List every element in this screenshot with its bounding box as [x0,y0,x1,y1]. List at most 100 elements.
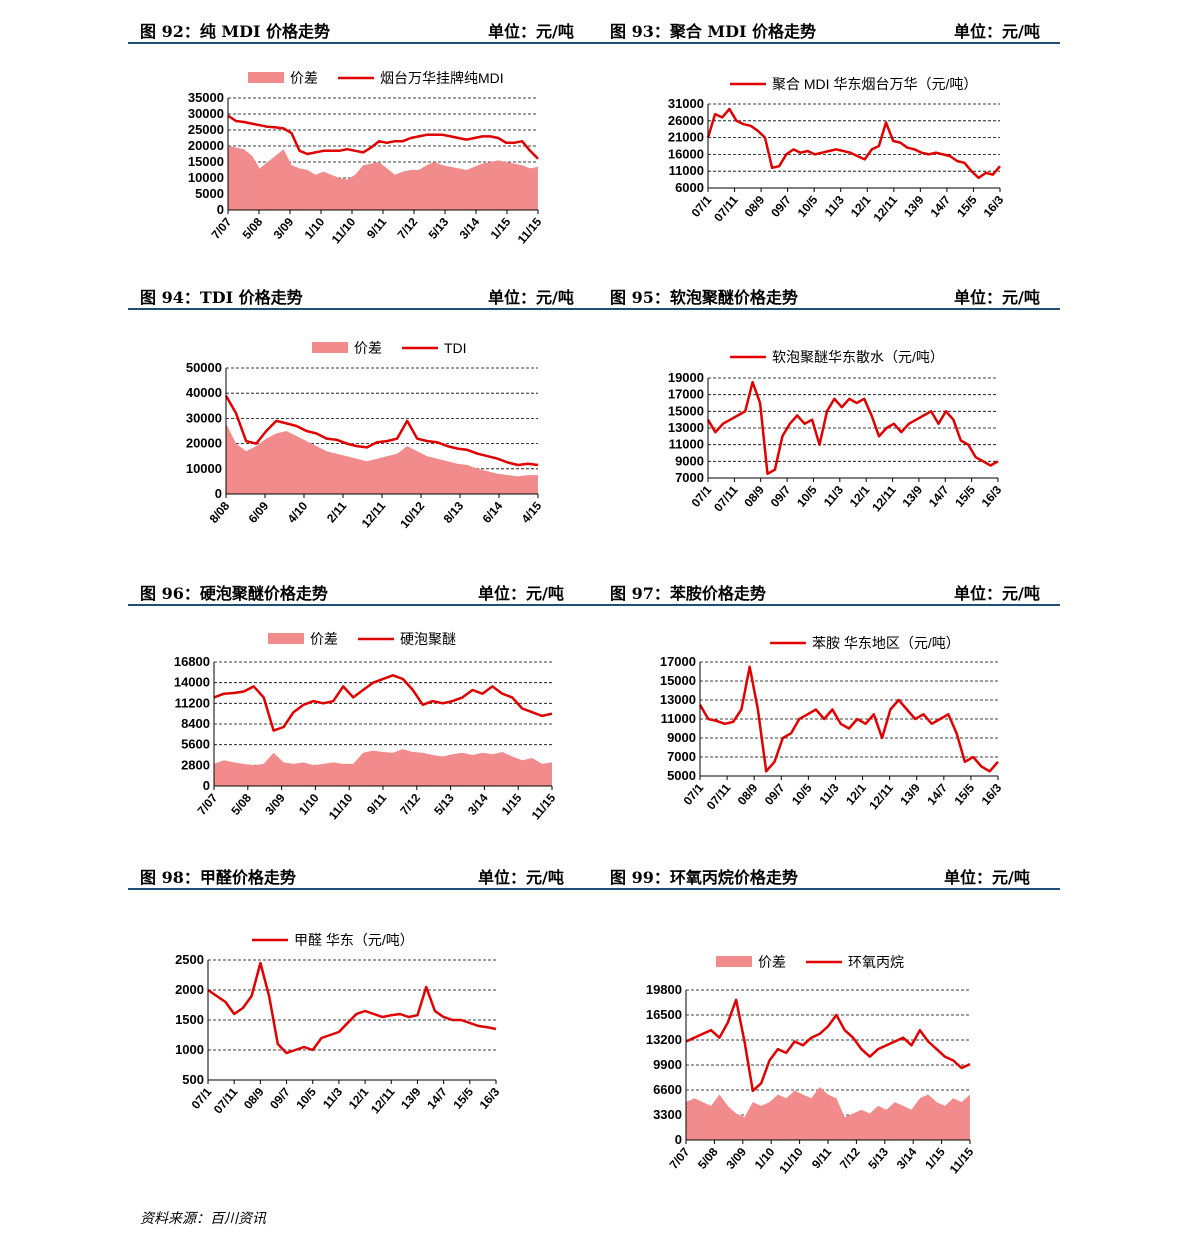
area-series-spread [228,146,538,210]
figure-title: 图 99：环氧丙烷价格走势 [610,868,798,887]
y-tick-label: 2000 [175,982,204,997]
figure-header: 图 95：软泡聚醚价格走势 单位：元/吨 [598,280,1060,310]
legend-label: 聚合 MDI 华东烟台万华（元/吨） [772,76,977,92]
x-tick-label: 11/10 [776,1145,806,1177]
figure-header: 图 94：TDI 价格走势 单位：元/吨 [128,280,598,310]
figure-unit: 单位：元/吨 [954,22,1040,41]
y-tick-label: 11000 [661,711,696,726]
y-tick-label: 15000 [668,403,704,418]
figure-unit: 单位：元/吨 [488,22,574,41]
y-tick-label: 17000 [668,387,704,402]
x-tick-label: 7/12 [837,1145,863,1172]
line-series [213,674,553,732]
figure-unit: 单位：元/吨 [478,868,564,887]
y-tick-label: 500 [182,1072,204,1087]
y-tick-label: 17000 [660,654,696,669]
legend-label: 价差 [310,631,338,647]
figure-unit: 单位：元/吨 [488,288,574,307]
y-tick-label: 30000 [188,106,224,121]
y-tick-label: 16500 [646,1007,682,1022]
line-series [706,107,1001,180]
figure-title: 图 94：TDI 价格走势 [140,288,303,307]
figure-header: 图 99：环氧丙烷价格走势 单位：元/吨 [598,860,1060,890]
y-tick-label: 16800 [174,654,210,669]
legend-label: 价差 [758,954,786,970]
figure-unit: 单位：元/吨 [944,868,1030,887]
y-tick-label: 9000 [675,453,704,468]
y-tick-label: 11200 [175,695,210,710]
legend-label: 价差 [290,70,318,86]
y-tick-label: 9900 [653,1057,682,1072]
y-tick-label: 2800 [181,757,210,772]
y-tick-label: 10000 [188,170,224,185]
y-tick-label: 0 [215,486,222,501]
source-note: 资料来源：百川资讯 [140,1211,266,1227]
line-series [224,395,539,467]
figure-title: 图 98：甲醛价格走势 [140,868,296,887]
legend-label: 苯胺 华东地区（元/吨） [812,635,960,651]
y-tick-label: 26000 [668,113,704,128]
figure-title: 图 93：聚合 MDI 价格走势 [610,22,817,41]
y-tick-label: 15000 [660,673,696,688]
figure-unit: 单位：元/吨 [478,584,564,603]
legend-swatch-area [716,956,752,967]
x-tick-label: 5/13 [865,1145,891,1172]
area-series-spread [214,749,552,786]
legend-swatch-area [268,633,304,644]
figure-header: 图 96：硬泡聚醚价格走势 单位：元/吨 [128,576,598,606]
figure-title: 图 92：纯 MDI 价格走势 [140,22,331,41]
x-tick-label: 1/15 [922,1145,948,1172]
legend-swatch-area [312,342,348,353]
y-tick-label: 25000 [188,122,224,137]
y-tick-label: 40000 [186,385,222,400]
figure-header: 图 97：苯胺价格走势 单位：元/吨 [598,576,1060,606]
x-tick-label: 11/15 [947,1145,977,1177]
y-tick-label: 7000 [675,470,704,485]
figure-header: 图 93：聚合 MDI 价格走势 单位：元/吨 [598,14,1060,44]
legend-label: TDI [444,340,467,356]
y-tick-label: 31000 [668,96,704,111]
x-tick-label: 3/14 [894,1145,920,1172]
y-tick-label: 21000 [668,130,704,145]
y-tick-label: 3300 [653,1107,682,1122]
y-tick-label: 35000 [188,90,224,105]
legend-swatch-area [248,72,284,83]
x-tick-label: 5/08 [695,1145,721,1172]
legend-label: 软泡聚醚华东散水（元/吨） [772,349,944,365]
line-series [706,380,999,476]
legend-label: 烟台万华挂牌纯MDI [380,70,504,86]
y-tick-label: 30000 [186,410,222,425]
y-tick-label: 0 [675,1132,682,1147]
y-tick-label: 5000 [667,768,696,783]
x-tick-label: 9/11 [809,1145,835,1172]
y-tick-label: 7000 [667,749,696,764]
figure-title: 图 96：硬泡聚醚价格走势 [140,584,328,603]
y-tick-label: 6600 [653,1082,682,1097]
figure-header: 图 92：纯 MDI 价格走势 单位：元/吨 [128,14,598,44]
figure-unit: 单位：元/吨 [954,584,1040,603]
y-tick-label: 2500 [175,952,204,967]
y-tick-label: 5000 [195,186,224,201]
legend-label: 硬泡聚醚 [400,631,456,647]
line-series [227,114,539,160]
legend-label: 甲醛 华东（元/吨） [294,932,414,948]
y-tick-label: 6000 [675,180,704,195]
area-series-spread [686,1087,970,1140]
figure-unit: 单位：元/吨 [954,288,1040,307]
x-tick-label: 3/09 [723,1145,749,1172]
y-tick-label: 0 [203,778,210,793]
y-tick-label: 13000 [668,420,704,435]
y-tick-label: 13000 [660,692,696,707]
y-tick-label: 20000 [188,138,224,153]
y-tick-label: 8400 [181,716,210,731]
line-series [207,961,497,1055]
legend-label: 环氧丙烷 [848,954,904,970]
